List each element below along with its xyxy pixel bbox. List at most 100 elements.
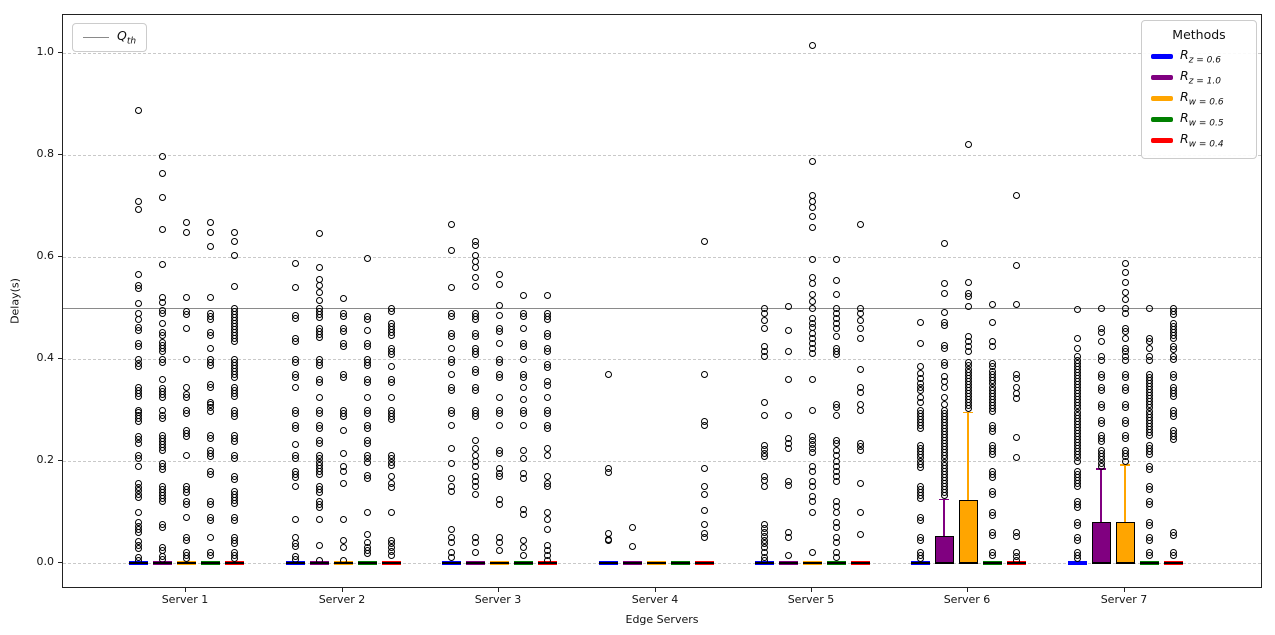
box-median — [224, 562, 244, 564]
outlier-point — [447, 444, 455, 452]
outlier-point — [471, 274, 479, 282]
outlier-point — [1073, 555, 1081, 563]
outlier-point — [182, 489, 190, 497]
outlier-point — [495, 472, 503, 480]
gridline-y-1.0 — [63, 53, 1261, 54]
outlier-point — [543, 452, 551, 460]
outlier-point — [182, 433, 190, 441]
outlier-point — [495, 302, 503, 310]
box-median — [850, 562, 870, 564]
outlier-point — [471, 282, 479, 290]
outlier-point — [700, 534, 708, 541]
outlier-point — [1121, 295, 1129, 303]
box-median — [622, 562, 642, 564]
outlier-point — [1169, 552, 1177, 560]
outlier-point — [291, 259, 299, 267]
outlier-point — [134, 106, 142, 114]
outlier-point — [519, 396, 527, 404]
outlier-point — [447, 345, 455, 353]
outlier-point — [471, 351, 479, 359]
outlier-point — [447, 554, 455, 562]
methods-legend: Methods Rz = 0.6 Rz = 1.0 Rw = 0.6 Rw = 0.5… — [1141, 20, 1257, 159]
box-median — [513, 562, 533, 564]
outlier-point — [1073, 457, 1081, 465]
outlier-point — [1169, 345, 1177, 353]
outlier-point — [230, 392, 238, 400]
qth-line-swatch — [83, 36, 109, 38]
outlier-point — [1012, 374, 1020, 382]
outlier-point — [291, 441, 299, 449]
outlier-point — [134, 300, 142, 308]
outlier-point — [315, 393, 323, 401]
outlier-point — [158, 375, 166, 383]
outlier-point — [964, 293, 972, 301]
y-tick-label: 0.6 — [36, 249, 55, 262]
outlier-point — [1121, 419, 1129, 427]
outlier-point — [206, 470, 214, 478]
outlier-point — [230, 228, 238, 236]
outlier-point — [519, 355, 527, 363]
outlier-point — [1097, 438, 1105, 446]
outlier-point — [1145, 521, 1153, 529]
outlier-point — [1121, 269, 1129, 277]
outlier-point — [315, 334, 323, 342]
outlier-point — [760, 483, 768, 490]
outlier-point — [543, 348, 551, 356]
outlier-point — [182, 513, 190, 521]
outlier-point — [1169, 335, 1177, 343]
legend-swatch-R_w=0.4 — [1151, 138, 1173, 143]
legend-entry-R_w=0.4: Rw = 0.4 — [1151, 130, 1247, 151]
outlier-point — [784, 375, 792, 383]
x-tick-label: Server 4 — [631, 593, 679, 606]
outlier-point — [1169, 436, 1177, 444]
outlier-point — [134, 270, 142, 278]
outlier-point — [808, 350, 816, 358]
box-median — [357, 562, 377, 564]
x-tick-label: Server 3 — [474, 593, 522, 606]
outlier-point — [315, 378, 323, 386]
outlier-point — [700, 371, 708, 379]
outlier-point — [158, 348, 166, 356]
outlier-point — [604, 468, 612, 476]
outlier-point — [206, 534, 214, 541]
outlier-point — [447, 284, 455, 292]
y-axis-title: Delay(s) — [8, 278, 22, 324]
outlier-point — [182, 324, 190, 332]
outlier-point — [230, 500, 238, 508]
outlier-point — [495, 358, 503, 366]
outlier-point — [447, 312, 455, 320]
outlier-point — [206, 501, 214, 509]
outlier-point — [832, 411, 840, 419]
outlier-point — [988, 301, 996, 309]
outlier-point — [363, 440, 371, 448]
outlier-point — [182, 409, 190, 417]
outlier-point — [1145, 432, 1153, 439]
outlier-point — [134, 545, 142, 553]
outlier-point — [363, 531, 371, 539]
outlier-point — [291, 424, 299, 432]
outlier-point — [543, 315, 551, 323]
outlier-point — [206, 345, 214, 353]
outlier-point — [339, 467, 347, 475]
outlier-point — [700, 464, 708, 472]
box-whisker — [943, 499, 945, 537]
outlier-point — [230, 516, 238, 524]
outlier-point — [230, 237, 238, 245]
outlier-point — [230, 540, 238, 548]
outlier-point — [291, 383, 299, 391]
outlier-point — [856, 388, 864, 396]
outlier-point — [158, 414, 166, 422]
outlier-point — [543, 556, 551, 564]
outlier-point — [700, 491, 708, 499]
outlier-point — [1145, 552, 1153, 560]
outlier-point — [1145, 451, 1153, 459]
outlier-point — [291, 483, 299, 490]
outlier-point — [988, 473, 996, 481]
outlier-point — [230, 338, 238, 346]
outlier-point — [1121, 404, 1129, 412]
outlier-point — [471, 462, 479, 470]
outlier-point — [1073, 504, 1081, 512]
outlier-point — [315, 361, 323, 369]
outlier-point — [206, 435, 214, 443]
outlier-point — [1169, 373, 1177, 381]
